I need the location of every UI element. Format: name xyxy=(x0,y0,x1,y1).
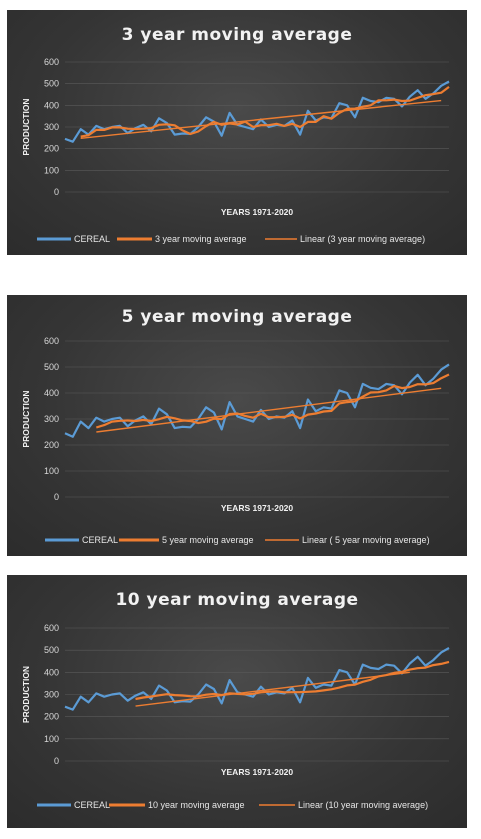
legend-label: Linear (10 year moving average) xyxy=(298,800,428,810)
y-tick-label: 100 xyxy=(44,165,59,175)
y-tick-label: 500 xyxy=(44,645,59,655)
cereal-series-line xyxy=(65,82,449,142)
legend-label: CEREAL xyxy=(82,535,118,545)
y-tick-label: 400 xyxy=(44,667,59,677)
chart-title: 5 year moving average xyxy=(122,307,353,327)
x-axis-label: YEARS 1971-2020 xyxy=(221,767,294,777)
chart-5yr: 5 year moving average 0 100 200 300 400 500 600… xyxy=(7,295,467,556)
cereal-series-line xyxy=(65,648,449,710)
chart-title: 3 year moving average xyxy=(122,25,353,45)
chart-3yr: 3 year moving average 0 100 200 300 400 500 600… xyxy=(7,10,467,255)
chart-panel-3: 10 year moving average 0 100 200 300 400 500 60… xyxy=(7,575,467,828)
cereal-series-line xyxy=(65,364,449,436)
chart-10yr: 10 year moving average 0 100 200 300 400 500 60… xyxy=(7,575,467,828)
y-tick-label: 600 xyxy=(44,336,59,346)
y-tick-label: 600 xyxy=(44,57,59,67)
legend-label: 10 year moving average xyxy=(148,800,245,810)
x-axis-label: YEARS 1971-2020 xyxy=(221,207,294,217)
y-tick-label: 0 xyxy=(54,492,59,502)
moving-average-line xyxy=(136,662,450,699)
y-tick-label: 0 xyxy=(54,756,59,766)
y-tick-label: 200 xyxy=(44,144,59,154)
y-tick-label: 200 xyxy=(44,440,59,450)
chart-title: 10 year moving average xyxy=(115,590,358,610)
y-axis-label: PRODUCTION xyxy=(21,98,31,155)
legend-label: 3 year moving average xyxy=(155,234,247,244)
linear-trend-line xyxy=(81,101,441,139)
legend-label: Linear (3 year moving average) xyxy=(300,234,425,244)
y-tick-label: 300 xyxy=(44,414,59,424)
legend-label: Linear ( 5 year moving average) xyxy=(302,535,430,545)
legend-label: CEREAL xyxy=(74,800,110,810)
y-tick-label: 300 xyxy=(44,122,59,132)
legend-label: 5 year moving average xyxy=(162,535,254,545)
y-tick-label: 500 xyxy=(44,362,59,372)
y-tick-label: 100 xyxy=(44,466,59,476)
y-tick-label: 600 xyxy=(44,623,59,633)
legend-label: CEREAL xyxy=(74,234,110,244)
moving-average-line xyxy=(81,87,449,137)
y-tick-label: 0 xyxy=(54,187,59,197)
y-tick-label: 500 xyxy=(44,79,59,89)
chart-panel-1: 3 year moving average 0 100 200 300 400 500 600… xyxy=(7,10,467,255)
x-axis-label: YEARS 1971-2020 xyxy=(221,503,294,513)
y-tick-label: 400 xyxy=(44,388,59,398)
chart-panel-2: 5 year moving average 0 100 200 300 400 500 600… xyxy=(7,295,467,556)
linear-trend-line xyxy=(136,672,410,706)
y-tick-label: 100 xyxy=(44,734,59,744)
moving-average-line xyxy=(96,375,449,428)
y-axis-label: PRODUCTION xyxy=(21,666,31,723)
y-axis-label: PRODUCTION xyxy=(21,390,31,447)
linear-trend-line xyxy=(96,388,441,432)
y-tick-label: 300 xyxy=(44,690,59,700)
y-tick-label: 400 xyxy=(44,100,59,110)
y-tick-label: 200 xyxy=(44,712,59,722)
